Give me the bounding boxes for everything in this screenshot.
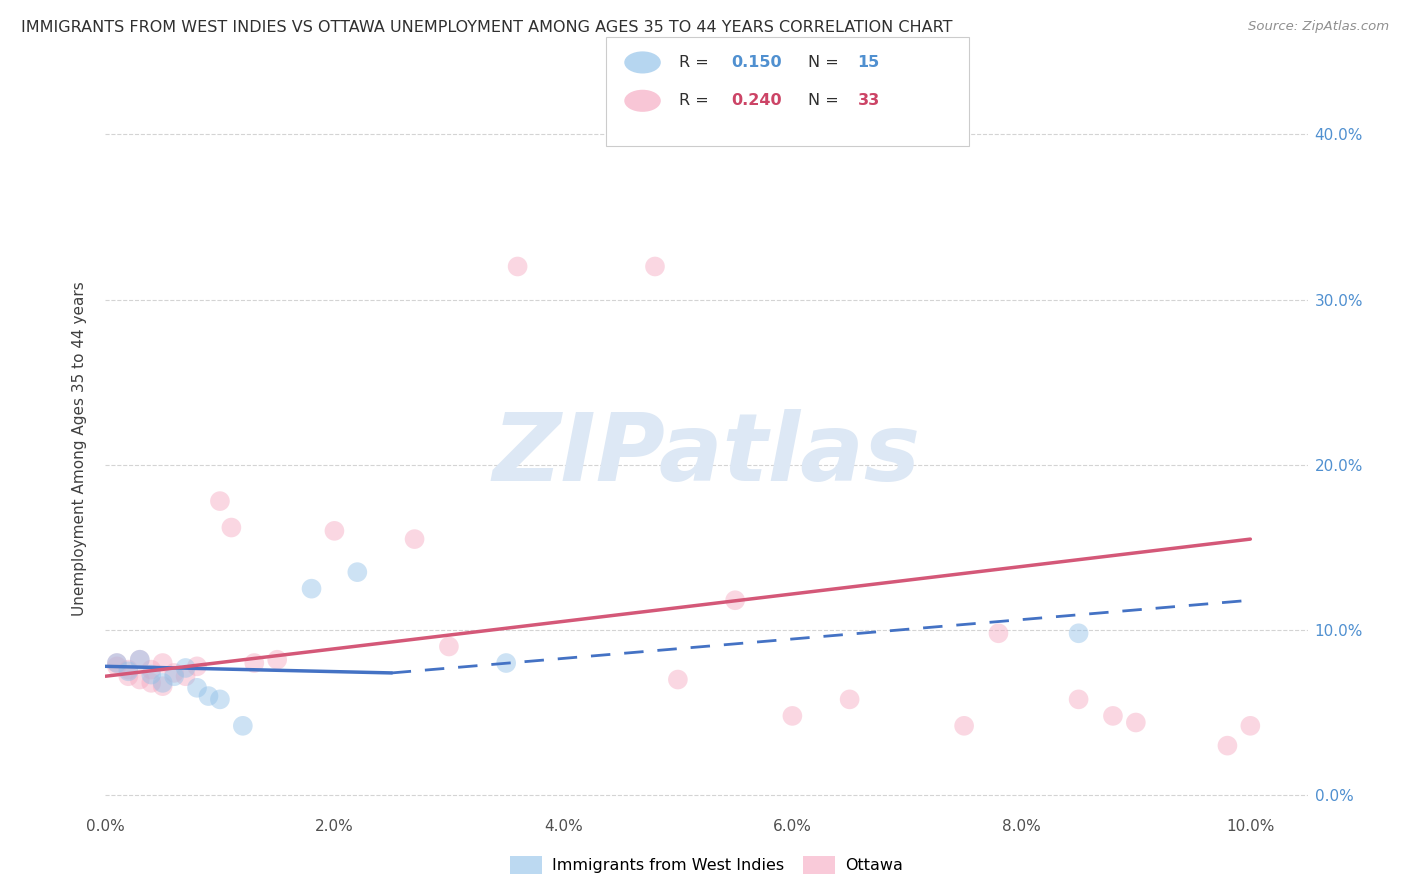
Text: 0.240: 0.240 — [731, 94, 782, 108]
Point — [141, 667, 163, 681]
Text: 15: 15 — [858, 55, 880, 70]
Point — [782, 709, 804, 723]
Point — [163, 665, 186, 680]
Text: R =: R = — [679, 55, 714, 70]
Text: IMMIGRANTS FROM WEST INDIES VS OTTAWA UNEMPLOYMENT AMONG AGES 35 TO 44 YEARS COR: IMMIGRANTS FROM WEST INDIES VS OTTAWA UN… — [21, 20, 953, 35]
Point — [197, 689, 219, 703]
Point — [724, 593, 747, 607]
Text: 0.150: 0.150 — [731, 55, 782, 70]
Point — [346, 565, 368, 579]
Point — [838, 692, 860, 706]
Point — [152, 679, 174, 693]
Point — [1067, 626, 1090, 640]
Point — [404, 532, 426, 546]
Point — [105, 656, 128, 670]
Circle shape — [624, 52, 661, 73]
Text: R =: R = — [679, 94, 714, 108]
Point — [495, 656, 517, 670]
Point — [141, 663, 163, 677]
Point — [152, 656, 174, 670]
Point — [323, 524, 346, 538]
Text: N =: N = — [808, 55, 845, 70]
Point — [301, 582, 323, 596]
Point — [666, 673, 689, 687]
Point — [141, 676, 163, 690]
Point — [105, 659, 128, 673]
Point — [266, 653, 288, 667]
Point — [232, 719, 254, 733]
Point — [1102, 709, 1125, 723]
Point — [987, 626, 1010, 640]
Point — [1067, 692, 1090, 706]
Point — [128, 653, 150, 667]
Point — [644, 260, 666, 274]
Point — [128, 673, 150, 687]
Point — [221, 520, 243, 534]
FancyBboxPatch shape — [606, 37, 969, 146]
Point — [1125, 715, 1147, 730]
Point — [208, 692, 231, 706]
Point — [243, 656, 266, 670]
Point — [186, 681, 208, 695]
Point — [117, 663, 139, 677]
Point — [174, 661, 197, 675]
Point — [174, 669, 197, 683]
Text: 33: 33 — [858, 94, 880, 108]
Text: N =: N = — [808, 94, 845, 108]
Point — [152, 676, 174, 690]
Y-axis label: Unemployment Among Ages 35 to 44 years: Unemployment Among Ages 35 to 44 years — [72, 281, 87, 615]
Point — [117, 669, 139, 683]
Point — [163, 669, 186, 683]
Point — [128, 653, 150, 667]
Point — [437, 640, 460, 654]
Point — [105, 656, 128, 670]
Point — [1216, 739, 1239, 753]
Point — [1239, 719, 1261, 733]
Legend: Immigrants from West Indies, Ottawa: Immigrants from West Indies, Ottawa — [503, 850, 910, 880]
Point — [117, 665, 139, 679]
Text: ZIPatlas: ZIPatlas — [492, 409, 921, 501]
Point — [953, 719, 976, 733]
Point — [186, 659, 208, 673]
Text: Source: ZipAtlas.com: Source: ZipAtlas.com — [1249, 20, 1389, 33]
Circle shape — [624, 90, 661, 112]
Point — [506, 260, 529, 274]
Point — [208, 494, 231, 508]
